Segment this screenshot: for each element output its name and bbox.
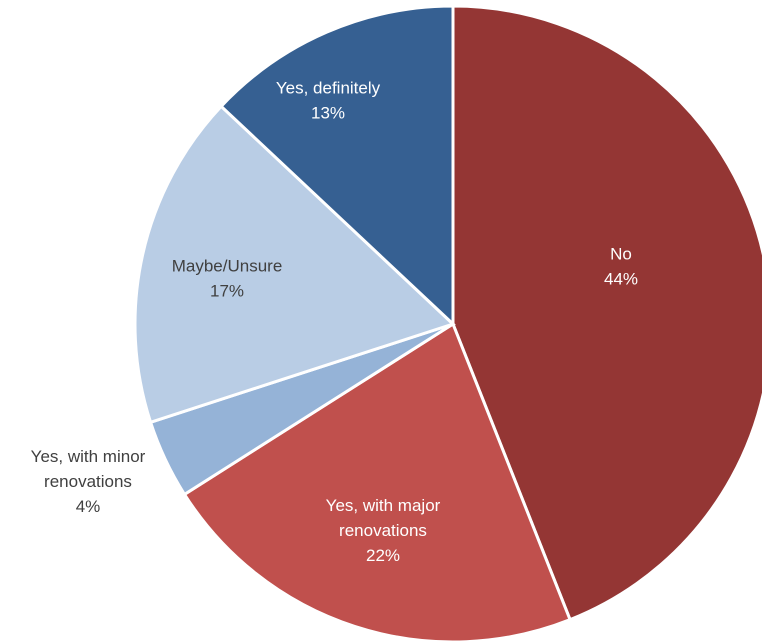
pie-slice-yes-with-major-renovations bbox=[182, 321, 573, 641]
data-label-maybe-unsure: Maybe/Unsure 17% bbox=[172, 257, 283, 301]
pie-slice-no bbox=[451, 4, 762, 622]
data-label-yes-with-minor-renovations: Yes, with minor renovations 4% bbox=[31, 447, 146, 516]
pie-labels: No 44% Yes, with major renovations 22% Yes, w… bbox=[31, 79, 638, 566]
data-label-yes-with-major-renovations: Yes, with major renovations 22% bbox=[326, 496, 441, 565]
pie-slice-yes-definitely bbox=[219, 4, 455, 328]
data-label-yes-definitely: Yes, definitely 13% bbox=[276, 79, 381, 123]
data-label-no: No 44% bbox=[604, 245, 638, 289]
pie-slice-maybe-unsure bbox=[133, 104, 456, 425]
pie-slices bbox=[133, 4, 762, 641]
